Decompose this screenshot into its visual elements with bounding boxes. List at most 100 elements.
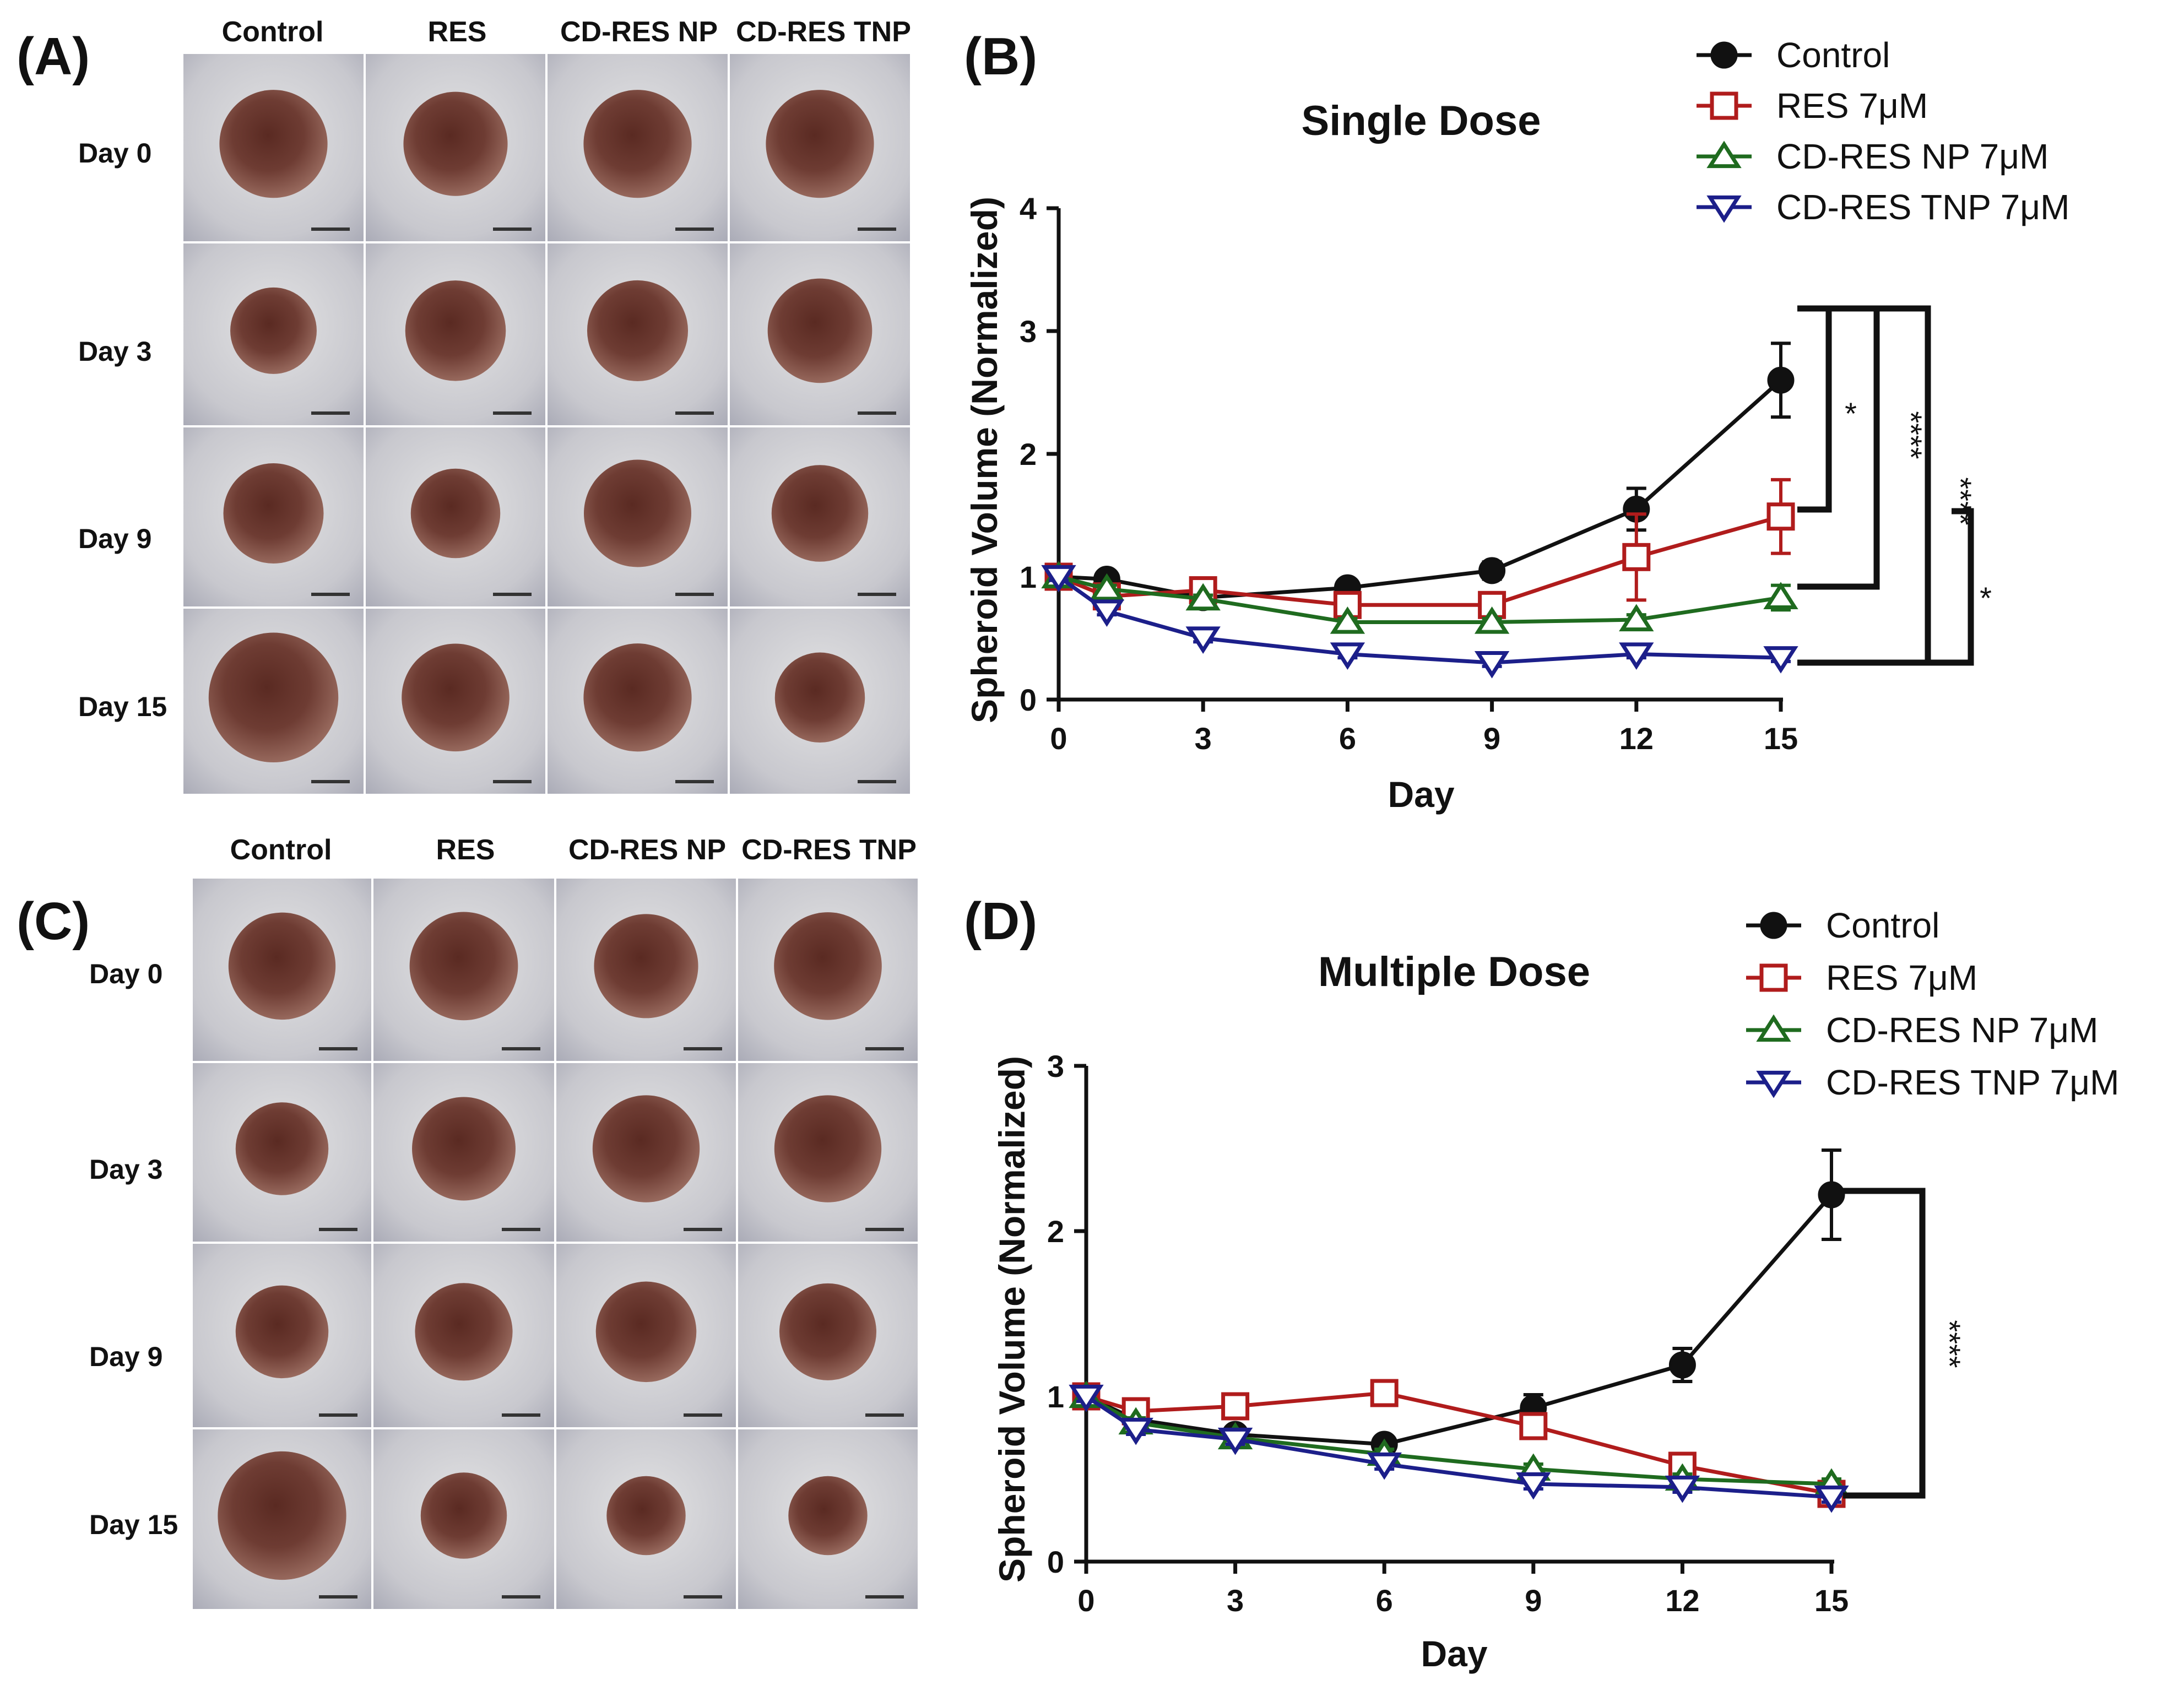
- panel-c-col-cd-res-tnp: CD-RES TNP: [741, 834, 917, 866]
- sig-label: *: [1845, 396, 1857, 431]
- spheroid-image: [373, 879, 554, 1061]
- x-tick-label: 3: [1195, 721, 1212, 756]
- sig-bracket: [1797, 305, 1931, 666]
- spheroid-image: [548, 54, 728, 241]
- y-tick-label: 0: [1047, 1545, 1064, 1579]
- legend-label: RES 7μM: [1776, 86, 1928, 126]
- spheroid-image: [738, 879, 918, 1061]
- spheroid-image: [366, 427, 545, 606]
- x-tick-label: 6: [1376, 1583, 1393, 1618]
- spheroid-image: [738, 1429, 918, 1609]
- panel-a-row-day15: Day 15: [78, 691, 167, 722]
- sig-bracket: [1931, 508, 1974, 666]
- series-np: [1041, 561, 1798, 634]
- data-point: [1089, 573, 1125, 601]
- legend-marker: [1710, 41, 1738, 69]
- x-axis-label: Day: [1421, 1633, 1487, 1674]
- spheroid-image: [548, 243, 728, 425]
- chart-title: Multiple Dose: [1318, 949, 1590, 995]
- legend: Control RES 7μM CD-RES NP 7μM CD-RES TNP 7μ…: [1697, 35, 2069, 227]
- spheroid-image: [556, 1244, 736, 1427]
- data-point: [1763, 582, 1798, 610]
- series-layer: [1041, 342, 1798, 679]
- spheroid-image: [183, 609, 364, 794]
- legend-label: RES 7μM: [1826, 958, 1977, 998]
- x-tick-label: 6: [1339, 721, 1356, 756]
- y-tick-label: 3: [1047, 1049, 1064, 1083]
- spheroid-image: [556, 879, 736, 1061]
- data-point: [1622, 543, 1651, 571]
- sig-bracket: [1797, 305, 1832, 513]
- data-point: [1668, 1351, 1696, 1379]
- spheroid-image: [738, 1063, 918, 1242]
- x-tick-label: 0: [1077, 1583, 1094, 1618]
- panel-c-col-control: Control: [230, 834, 332, 866]
- panel-c-row-day15: Day 15: [89, 1509, 178, 1540]
- data-point: [1516, 1472, 1551, 1500]
- data-point: [1041, 565, 1076, 593]
- spheroid-image: [183, 427, 364, 606]
- spheroid-image: [366, 54, 545, 241]
- data-point: [1330, 642, 1365, 670]
- spheroid-image: [738, 1244, 918, 1427]
- data-point: [1478, 557, 1506, 584]
- y-tick-label: 1: [1020, 560, 1037, 594]
- data-point: [1221, 1392, 1250, 1421]
- y-tick-label: 2: [1047, 1214, 1064, 1249]
- legend-marker: [1706, 195, 1742, 223]
- legend-marker: [1759, 963, 1788, 992]
- data-point: [1367, 1452, 1402, 1480]
- series-line: [1058, 514, 1781, 607]
- data-point: [1185, 626, 1221, 654]
- data-point: [1185, 583, 1221, 611]
- panel-a-row-day3: Day 3: [78, 336, 151, 367]
- data-point: [1474, 606, 1510, 634]
- y-tick-label: 0: [1020, 682, 1037, 717]
- legend-item: Control: [1746, 906, 1939, 945]
- spheroid-image: [548, 427, 728, 606]
- data-point: [1069, 1384, 1104, 1412]
- spheroid-image: [548, 609, 728, 794]
- panel-c-image-grid: [193, 879, 918, 1609]
- y-axis-label: Spheroid Volume (Normalized): [964, 197, 1005, 723]
- legend-item: CD-RES NP 7μM: [1697, 137, 2048, 176]
- data-point: [1665, 1475, 1700, 1503]
- data-point: [1118, 1417, 1153, 1445]
- data-point: [1619, 642, 1654, 670]
- spheroid-image: [366, 243, 545, 425]
- legend-label: CD-RES NP 7μM: [1826, 1010, 2098, 1050]
- legend-item: RES 7μM: [1697, 86, 1928, 126]
- significance-brackets: ****: [1843, 1188, 1967, 1499]
- series-control: [1045, 342, 1795, 611]
- series-res: [1044, 478, 1795, 619]
- y-tick-label: 3: [1020, 314, 1037, 349]
- x-tick-label: 12: [1619, 721, 1654, 756]
- panel-d-label: (D): [964, 892, 1037, 951]
- data-point: [1818, 1181, 1845, 1209]
- data-point: [1370, 1379, 1399, 1407]
- series-tnp: [1041, 565, 1798, 679]
- data-point: [1330, 606, 1365, 634]
- legend: Control RES 7μM CD-RES NP 7μM CD-RES TNP 7μ…: [1746, 906, 2119, 1102]
- spheroid-image: [193, 1063, 371, 1242]
- y-tick-label: 4: [1020, 191, 1037, 226]
- spheroid-image: [193, 1429, 371, 1609]
- data-point: [1619, 604, 1654, 632]
- spheroid-image: [730, 243, 910, 425]
- series-tnp: [1069, 1384, 1849, 1513]
- legend-label: Control: [1776, 35, 1890, 75]
- panel-a-col-res: RES: [428, 16, 487, 48]
- x-tick-label: 3: [1227, 1583, 1244, 1618]
- chart-multiple-dose: Multiple Dose Day Spheroid Volume (Norma…: [991, 906, 2119, 1674]
- data-point: [1089, 599, 1125, 627]
- panel-c-row-day3: Day 3: [89, 1154, 162, 1185]
- x-tick-label: 0: [1050, 721, 1067, 756]
- spheroid-image: [373, 1063, 554, 1242]
- series-line: [1058, 575, 1781, 625]
- legend-marker: [1760, 912, 1787, 939]
- panel-a-col-cd-res-np: CD-RES NP: [560, 16, 718, 48]
- x-tick-label: 15: [1814, 1583, 1849, 1618]
- spheroid-image: [366, 609, 545, 794]
- spheroid-image: [730, 609, 910, 794]
